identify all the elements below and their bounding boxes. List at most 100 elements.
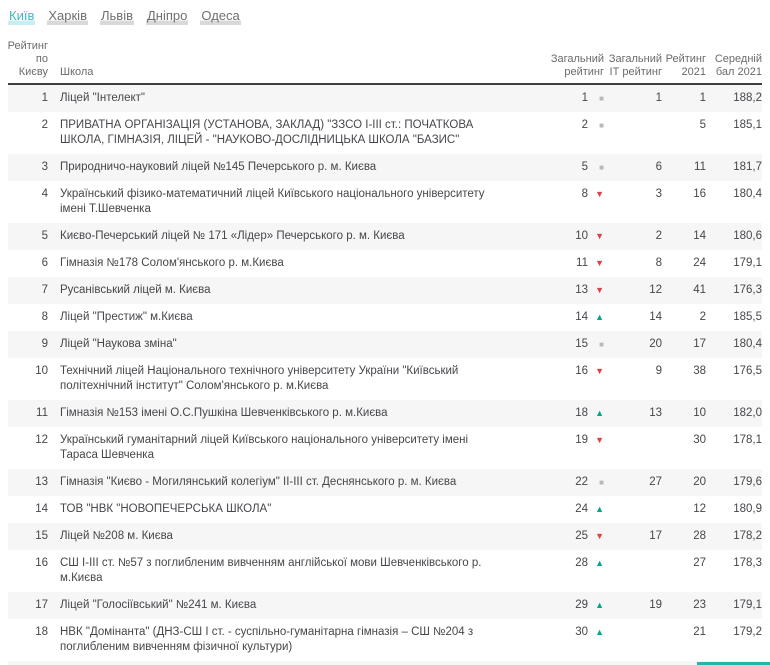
city-tabs: Київ Харків Львів Дніпро Одеса — [0, 0, 770, 25]
rating-2021-cell: 38 — [693, 365, 706, 377]
rating-2021-cell: 5 — [699, 119, 706, 131]
trend-same-icon: ■ — [599, 478, 604, 487]
rank-cell: 6 — [41, 257, 48, 269]
avg-score-cell: 188,2 — [733, 92, 762, 104]
table-row: 3 Природничо-науковий ліцей №145 Печерсь… — [8, 154, 762, 181]
avg-score-cell: 182,0 — [733, 407, 762, 419]
rating-2021-cell: 28 — [693, 530, 706, 542]
avg-score-cell: 176,3 — [733, 284, 762, 296]
it-rating-cell: 27 — [649, 476, 662, 488]
trend-down-icon: ▼ — [595, 231, 604, 241]
rating-2021-cell: 27 — [693, 557, 706, 569]
header-rating-2021: Рейтинг 2021 — [665, 53, 706, 78]
city-tab-Харків[interactable]: Харків — [47, 8, 88, 25]
avg-score-cell: 179,1 — [733, 257, 762, 269]
rank-cell: 9 — [41, 338, 48, 350]
rank-cell: 17 — [35, 599, 48, 611]
school-name: Технічний ліцей Національного технічного… — [60, 365, 459, 392]
it-rating-cell — [604, 433, 662, 463]
rating-2021-cell: 11 — [694, 161, 706, 173]
overall-rating-cell: 19 ▼ — [532, 433, 604, 463]
rating-2021-cell: 41 — [693, 284, 706, 296]
avg-score-cell: 179,6 — [733, 476, 762, 488]
school-name: Гімназія №178 Солом'янського р. м.Києва — [60, 257, 284, 269]
trend-down-icon: ▼ — [595, 366, 604, 376]
table-row: 7 Русанівський ліцей м. Києва 13 ▼ 12 41… — [8, 277, 762, 304]
overall-rating-cell: 1 ■ — [581, 92, 604, 104]
it-rating-cell: 17 — [649, 530, 662, 542]
school-name: СШ І-ІІІ ст. №57 з поглибленим вивченням… — [60, 557, 482, 584]
rank-cell: 11 — [36, 407, 48, 419]
trend-up-icon: ▲ — [595, 627, 604, 637]
overall-rating-cell: 25 ▼ — [575, 530, 604, 542]
school-name: Ліцей "Наукова зміна" — [60, 338, 177, 350]
table-row: 19 СШ І-ІІІ ст. №155 з поглибленим вивче… — [8, 661, 762, 665]
rank-cell: 16 — [35, 557, 48, 569]
avg-score-cell: 178,1 — [733, 434, 762, 446]
rank-cell: 1 — [41, 92, 48, 104]
table-row: 10 Технічний ліцей Національного технічн… — [8, 358, 762, 400]
it-rating-cell: 12 — [649, 284, 662, 296]
overall-rating-cell: 11 ▼ — [576, 257, 604, 269]
overall-rating-cell: 18 ▲ — [575, 407, 604, 419]
school-name: Ліцей №208 м. Києва — [60, 530, 173, 542]
rank-cell: 2 — [41, 119, 48, 131]
it-rating-cell — [604, 556, 662, 586]
trend-same-icon: ■ — [599, 94, 604, 103]
overall-rating-cell: 5 ■ — [581, 161, 604, 173]
school-name: ПРИВАТНА ОРГАНІЗАЦІЯ (УСТАНОВА, ЗАКЛАД) … — [60, 119, 474, 146]
table-row: 14 ТОВ "НВК "НОВОПЕЧЕРСЬКА ШКОЛА" 24 ▲ 1… — [8, 496, 762, 523]
school-name: ТОВ "НВК "НОВОПЕЧЕРСЬКА ШКОЛА" — [60, 503, 272, 515]
header-rank: Рейтинг по Києву — [7, 40, 48, 78]
school-name: Гімназія №153 імені О.С.Пушкіна Шевченкі… — [60, 407, 388, 419]
overall-rating-cell: 28 ▲ — [532, 556, 604, 586]
avg-score-cell: 181,7 — [733, 161, 762, 173]
rank-cell: 7 — [41, 284, 48, 296]
rating-2021-cell: 10 — [693, 407, 706, 419]
it-rating-cell: 14 — [649, 311, 662, 323]
overall-rating-cell: 24 ▲ — [575, 503, 604, 515]
it-rating-cell — [604, 625, 662, 655]
rank-cell: 12 — [35, 434, 48, 446]
rank-cell: 4 — [41, 188, 48, 200]
rating-2021-cell: 30 — [693, 434, 706, 446]
school-name: Гімназія "Києво - Могилянський колегіум"… — [60, 476, 457, 488]
rating-2021-cell: 2 — [699, 311, 706, 323]
school-name: Ліцей "Інтелект" — [60, 92, 145, 104]
table-row: 18 НВК "Домінанта" (ДНЗ-СШ І ст. - суспі… — [8, 619, 762, 661]
chat-widget-edge[interactable] — [697, 662, 770, 665]
school-name: Ліцей "Голосіївський" №241 м. Києва — [60, 599, 257, 611]
table-row: 5 Києво-Печерський ліцей № 171 «Лідер» П… — [8, 223, 762, 250]
trend-up-icon: ▲ — [595, 558, 604, 568]
trend-same-icon: ■ — [599, 163, 604, 172]
city-tab-Київ[interactable]: Київ — [8, 8, 36, 25]
trend-same-icon: ■ — [599, 340, 604, 349]
table-row: 15 Ліцей №208 м. Києва 25 ▼ 17 28 178,2 — [8, 523, 762, 550]
avg-score-cell: 179,2 — [733, 626, 762, 638]
rating-2021-cell: 14 — [693, 230, 706, 242]
avg-score-cell: 179,1 — [733, 599, 762, 611]
table-row: 16 СШ І-ІІІ ст. №57 з поглибленим вивчен… — [8, 550, 762, 592]
rank-cell: 14 — [35, 503, 48, 515]
overall-rating-cell: 15 ■ — [575, 338, 604, 350]
table-row: 2 ПРИВАТНА ОРГАНІЗАЦІЯ (УСТАНОВА, ЗАКЛАД… — [8, 112, 762, 154]
rating-2021-cell: 12 — [693, 503, 706, 515]
it-rating-cell: 1 — [655, 92, 662, 104]
trend-up-icon: ▲ — [595, 312, 604, 322]
avg-score-cell: 185,1 — [733, 119, 762, 131]
school-name: Ліцей "Престиж" м.Києва — [60, 311, 193, 323]
school-name: Український гуманітарний ліцей Київськог… — [60, 434, 469, 461]
overall-rating-cell: 13 ▼ — [575, 284, 604, 296]
rank-cell: 5 — [41, 230, 48, 242]
avg-score-cell: 178,2 — [733, 530, 762, 542]
city-tab-Одеса[interactable]: Одеса — [200, 8, 241, 25]
city-tab-Львів[interactable]: Львів — [99, 8, 134, 25]
it-rating-cell: 3 — [655, 188, 662, 200]
rank-cell: 10 — [35, 365, 48, 377]
rating-2021-cell: 17 — [693, 338, 706, 350]
trend-down-icon: ▼ — [595, 285, 604, 295]
rank-cell: 13 — [35, 476, 48, 488]
trend-up-icon: ▲ — [595, 408, 604, 418]
city-tab-Дніпро[interactable]: Дніпро — [146, 8, 189, 25]
